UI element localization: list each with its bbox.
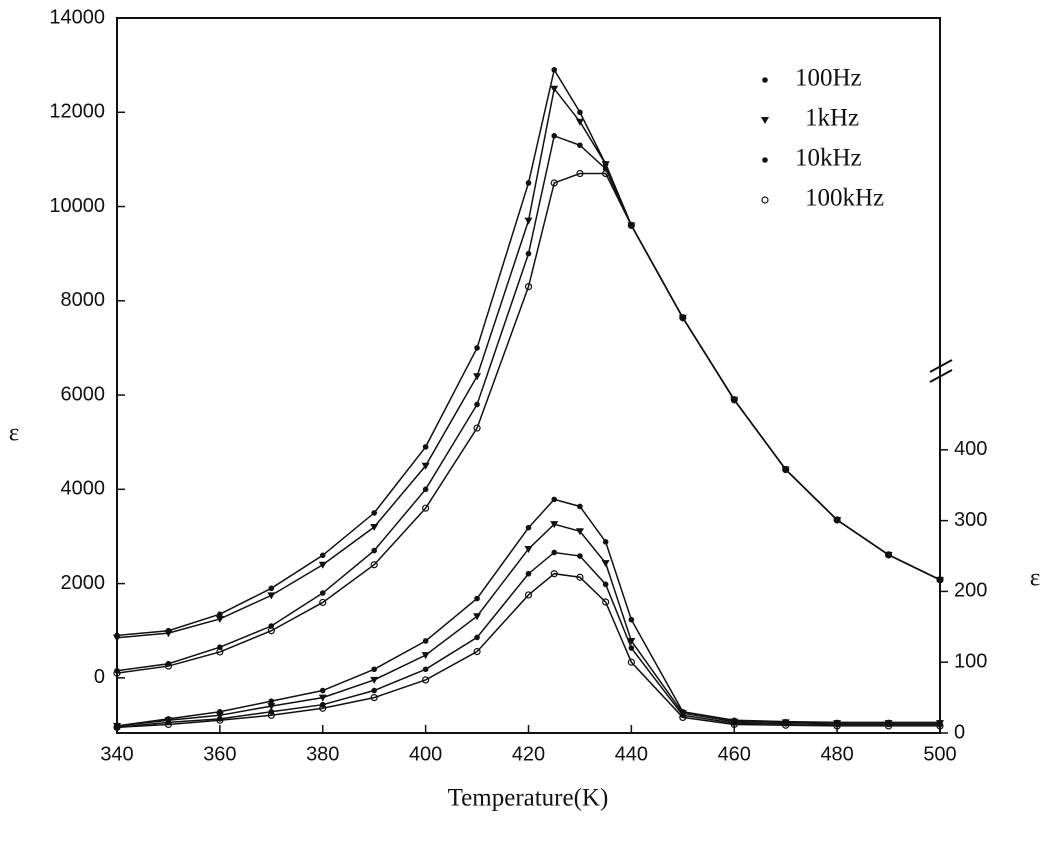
x-tick-label: 340 xyxy=(100,743,133,765)
marker xyxy=(422,504,430,512)
series-line xyxy=(116,572,940,729)
series-line xyxy=(116,523,940,727)
series-line xyxy=(116,134,941,672)
x-tick-label: 500 xyxy=(923,743,956,765)
y2-tick-label: 200 xyxy=(954,580,987,602)
legend-label: 1kHz xyxy=(805,105,859,132)
x-tick-label: 440 xyxy=(615,743,648,765)
y-tick-label: 12000 xyxy=(49,101,105,123)
marker xyxy=(473,647,481,656)
y2-tick-label: 400 xyxy=(954,438,987,460)
x-tick-label: 360 xyxy=(203,743,236,765)
x-axis-label: Temperature(K) xyxy=(448,785,609,812)
legend-marker xyxy=(761,117,769,124)
marker xyxy=(524,591,533,599)
series-line xyxy=(116,551,940,729)
series-line xyxy=(116,498,940,727)
y2-tick-label: 0 xyxy=(954,721,965,743)
legend-label: 100Hz xyxy=(795,65,862,92)
marker xyxy=(473,424,481,432)
y2-tick-label: 100 xyxy=(954,650,987,672)
y-tick-label: 10000 xyxy=(49,195,105,217)
marker xyxy=(319,598,327,607)
x-tick-label: 400 xyxy=(409,743,442,765)
marker xyxy=(627,221,635,229)
legend-label: 10kHz xyxy=(795,145,862,172)
marker xyxy=(833,516,841,524)
axis-break xyxy=(929,359,953,383)
marker xyxy=(113,634,121,642)
y-tick-label: 0 xyxy=(94,666,105,688)
y-tick-label: 14000 xyxy=(49,6,105,28)
marker xyxy=(602,598,610,606)
marker xyxy=(730,396,738,404)
x-tick-label: 420 xyxy=(512,743,545,765)
marker xyxy=(267,627,275,635)
marker xyxy=(679,314,687,322)
x-tick-label: 480 xyxy=(820,743,853,765)
legend-label: 100kHz xyxy=(805,185,884,212)
marker xyxy=(627,658,635,666)
x-tick-label: 460 xyxy=(718,743,751,765)
marker xyxy=(884,551,893,559)
marker xyxy=(370,561,378,569)
y-tick-label: 6000 xyxy=(61,383,106,405)
y2-tick-label: 300 xyxy=(954,509,987,531)
y-tick-label: 8000 xyxy=(61,289,106,311)
y-tick-label: 2000 xyxy=(61,572,106,594)
marker xyxy=(936,576,944,584)
series-line xyxy=(116,172,941,674)
legend-marker xyxy=(762,157,768,163)
legend-marker xyxy=(762,77,768,83)
x-tick-label: 380 xyxy=(306,743,339,765)
legend-marker xyxy=(761,196,769,204)
y2-axis-label: ε xyxy=(1030,565,1041,592)
marker xyxy=(216,648,224,656)
marker xyxy=(422,676,430,684)
y-axis-label: ε xyxy=(9,420,20,447)
marker xyxy=(782,465,790,474)
y-tick-label: 4000 xyxy=(61,478,106,500)
